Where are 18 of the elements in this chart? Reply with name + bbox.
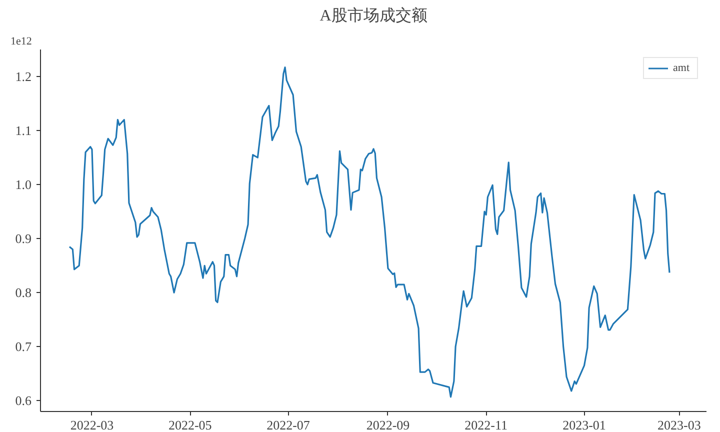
x-tick-label: 2022-09: [366, 418, 410, 432]
y-tick-label: 1.1: [15, 123, 32, 138]
x-tick-label: 2022-03: [70, 418, 114, 432]
x-tick-label: 2022-11: [464, 418, 508, 432]
text: 1e12: [10, 36, 32, 48]
line-series: [68, 66, 670, 398]
y-tick-label: 1.2: [15, 69, 32, 84]
y-tick-label: 0.8: [15, 285, 32, 300]
chart-title: A股市场成交额: [320, 6, 428, 24]
x-tick-label: 2022-05: [168, 418, 212, 432]
x-tick-label: 2023-03: [657, 418, 701, 432]
y-tick-label: 0.9: [15, 231, 32, 246]
x-tick-label: 2022-07: [266, 418, 310, 432]
y-tick-label: 0.7: [15, 339, 32, 354]
y-tick-label: 0.6: [15, 393, 32, 408]
y-tick-label: 1.0: [15, 177, 32, 192]
legend-label: amt: [673, 62, 690, 74]
x-tick-label: 2023-01: [562, 418, 606, 432]
